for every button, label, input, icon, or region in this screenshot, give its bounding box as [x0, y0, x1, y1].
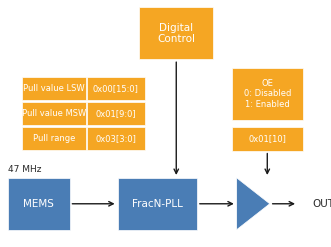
FancyBboxPatch shape [87, 102, 145, 125]
FancyBboxPatch shape [139, 7, 213, 59]
FancyBboxPatch shape [87, 127, 145, 150]
Text: Digital
Control: Digital Control [157, 22, 195, 44]
FancyBboxPatch shape [8, 178, 70, 230]
Text: OE
0: Disabled
1: Enabled: OE 0: Disabled 1: Enabled [244, 79, 291, 109]
Text: Pull range: Pull range [32, 134, 75, 143]
Text: FracN-PLL: FracN-PLL [132, 199, 183, 209]
FancyBboxPatch shape [232, 127, 303, 151]
Text: 0x03[3:0]: 0x03[3:0] [95, 134, 136, 143]
FancyBboxPatch shape [22, 127, 86, 150]
Text: 0x01[10]: 0x01[10] [248, 134, 286, 144]
FancyBboxPatch shape [22, 77, 86, 100]
Text: Pull value MSW: Pull value MSW [22, 109, 86, 118]
Text: 47 MHz: 47 MHz [8, 165, 42, 174]
FancyBboxPatch shape [87, 77, 145, 100]
Text: MEMS: MEMS [24, 199, 54, 209]
FancyBboxPatch shape [118, 178, 197, 230]
FancyBboxPatch shape [232, 68, 303, 120]
Text: 0x00[15:0]: 0x00[15:0] [93, 84, 139, 93]
FancyBboxPatch shape [22, 102, 86, 125]
Polygon shape [237, 178, 270, 230]
Text: 0x01[9:0]: 0x01[9:0] [95, 109, 136, 118]
Text: Pull value LSW: Pull value LSW [23, 84, 85, 93]
Text: OUT: OUT [313, 199, 331, 209]
